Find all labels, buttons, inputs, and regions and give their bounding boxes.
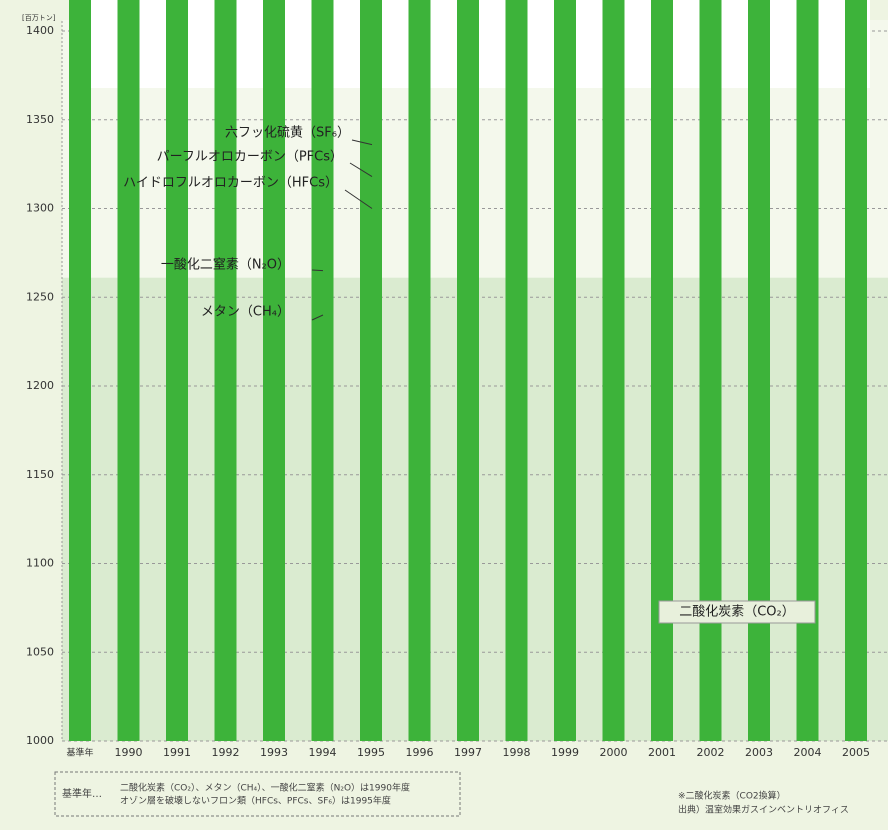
- x-tick-label: 1999: [551, 746, 579, 759]
- leader-line: [349, 162, 373, 177]
- bar-segment: [699, 0, 722, 741]
- y-tick-label: 1200: [26, 379, 54, 392]
- bar-segment: [311, 0, 334, 741]
- series-label: ハイドロフルオロカーボン（HFCs）: [123, 176, 338, 191]
- x-tick-label: 1994: [309, 746, 337, 759]
- y-tick-label: 1050: [26, 645, 54, 658]
- x-tick-label: 2002: [697, 746, 725, 759]
- bar-segment: [602, 0, 625, 742]
- x-tick-label: 1997: [454, 746, 482, 759]
- note-line: オゾン層を破壊しないフロン類（HFCs、PFCs、SF₆）は1995年度: [120, 795, 391, 807]
- series-label: 六フッ化硫黄（SF₆）: [225, 126, 350, 141]
- leader-line: [344, 189, 373, 209]
- bar-segment: [457, 0, 479, 742]
- y-tick-label: 1250: [26, 290, 54, 303]
- x-tick-label: 2000: [600, 746, 628, 759]
- bar-segment: [263, 0, 285, 741]
- x-tick-label: 1993: [260, 746, 288, 759]
- note-title: 基準年…: [62, 787, 102, 800]
- x-tick-label: 2001: [648, 746, 676, 759]
- series-label: パーフルオロカーボン（PFCs）: [157, 150, 343, 165]
- series-label: メタン（CH₄）: [201, 305, 290, 320]
- y-tick-label: 1000: [26, 734, 54, 747]
- bar-segment: [796, 0, 819, 741]
- series-label: 二酸化炭素（CO₂）: [679, 605, 795, 620]
- x-tick-label: 2004: [794, 746, 822, 759]
- note-box: [54, 771, 461, 817]
- unit-label: [百万トン]: [22, 14, 56, 22]
- bar-segment: [748, 0, 770, 742]
- bar-segment: [845, 0, 867, 741]
- bar-segment: [166, 0, 188, 741]
- bar-segment: [505, 0, 528, 741]
- bar-segment: [360, 0, 382, 741]
- leader-line: [351, 139, 373, 146]
- bar-segment: [117, 0, 140, 741]
- y-tick-label: 1300: [26, 202, 54, 215]
- note-line: 二酸化炭素（CO₂）、メタン（CH₄）、一酸化二窒素（N₂O）は1990年度: [120, 782, 410, 794]
- x-tick-label: 1990: [115, 746, 143, 759]
- leader-line: [311, 269, 324, 272]
- bar-segment: [214, 0, 237, 741]
- bar-segment: [408, 0, 431, 741]
- label-box: [658, 600, 816, 624]
- bar-segment: [69, 0, 91, 741]
- leader-line: [311, 314, 324, 321]
- footnote: ※二酸化炭素（CO2換算）: [678, 790, 786, 802]
- bar-segment: [651, 0, 673, 742]
- x-tick-label: 1992: [212, 746, 240, 759]
- y-tick-label: 1350: [26, 113, 54, 126]
- source: 出典）温室効果ガスインベントリオフィス: [678, 804, 849, 816]
- x-tick-label: 1998: [503, 746, 531, 759]
- y-tick-label: 1100: [26, 557, 54, 570]
- series-label: 一酸化二窒素（N₂O）: [161, 257, 290, 273]
- bar-segment: [554, 0, 576, 741]
- x-tick-label: 2003: [745, 746, 773, 759]
- x-tick-label: 2005: [842, 746, 870, 759]
- y-tick-label: 1150: [26, 468, 54, 481]
- y-tick-label: 1400: [26, 24, 54, 37]
- x-tick-label: 1991: [163, 746, 191, 759]
- x-tick-label: 1995: [357, 746, 385, 759]
- x-tick-label: 基準年: [66, 747, 93, 759]
- x-tick-label: 1996: [406, 746, 434, 759]
